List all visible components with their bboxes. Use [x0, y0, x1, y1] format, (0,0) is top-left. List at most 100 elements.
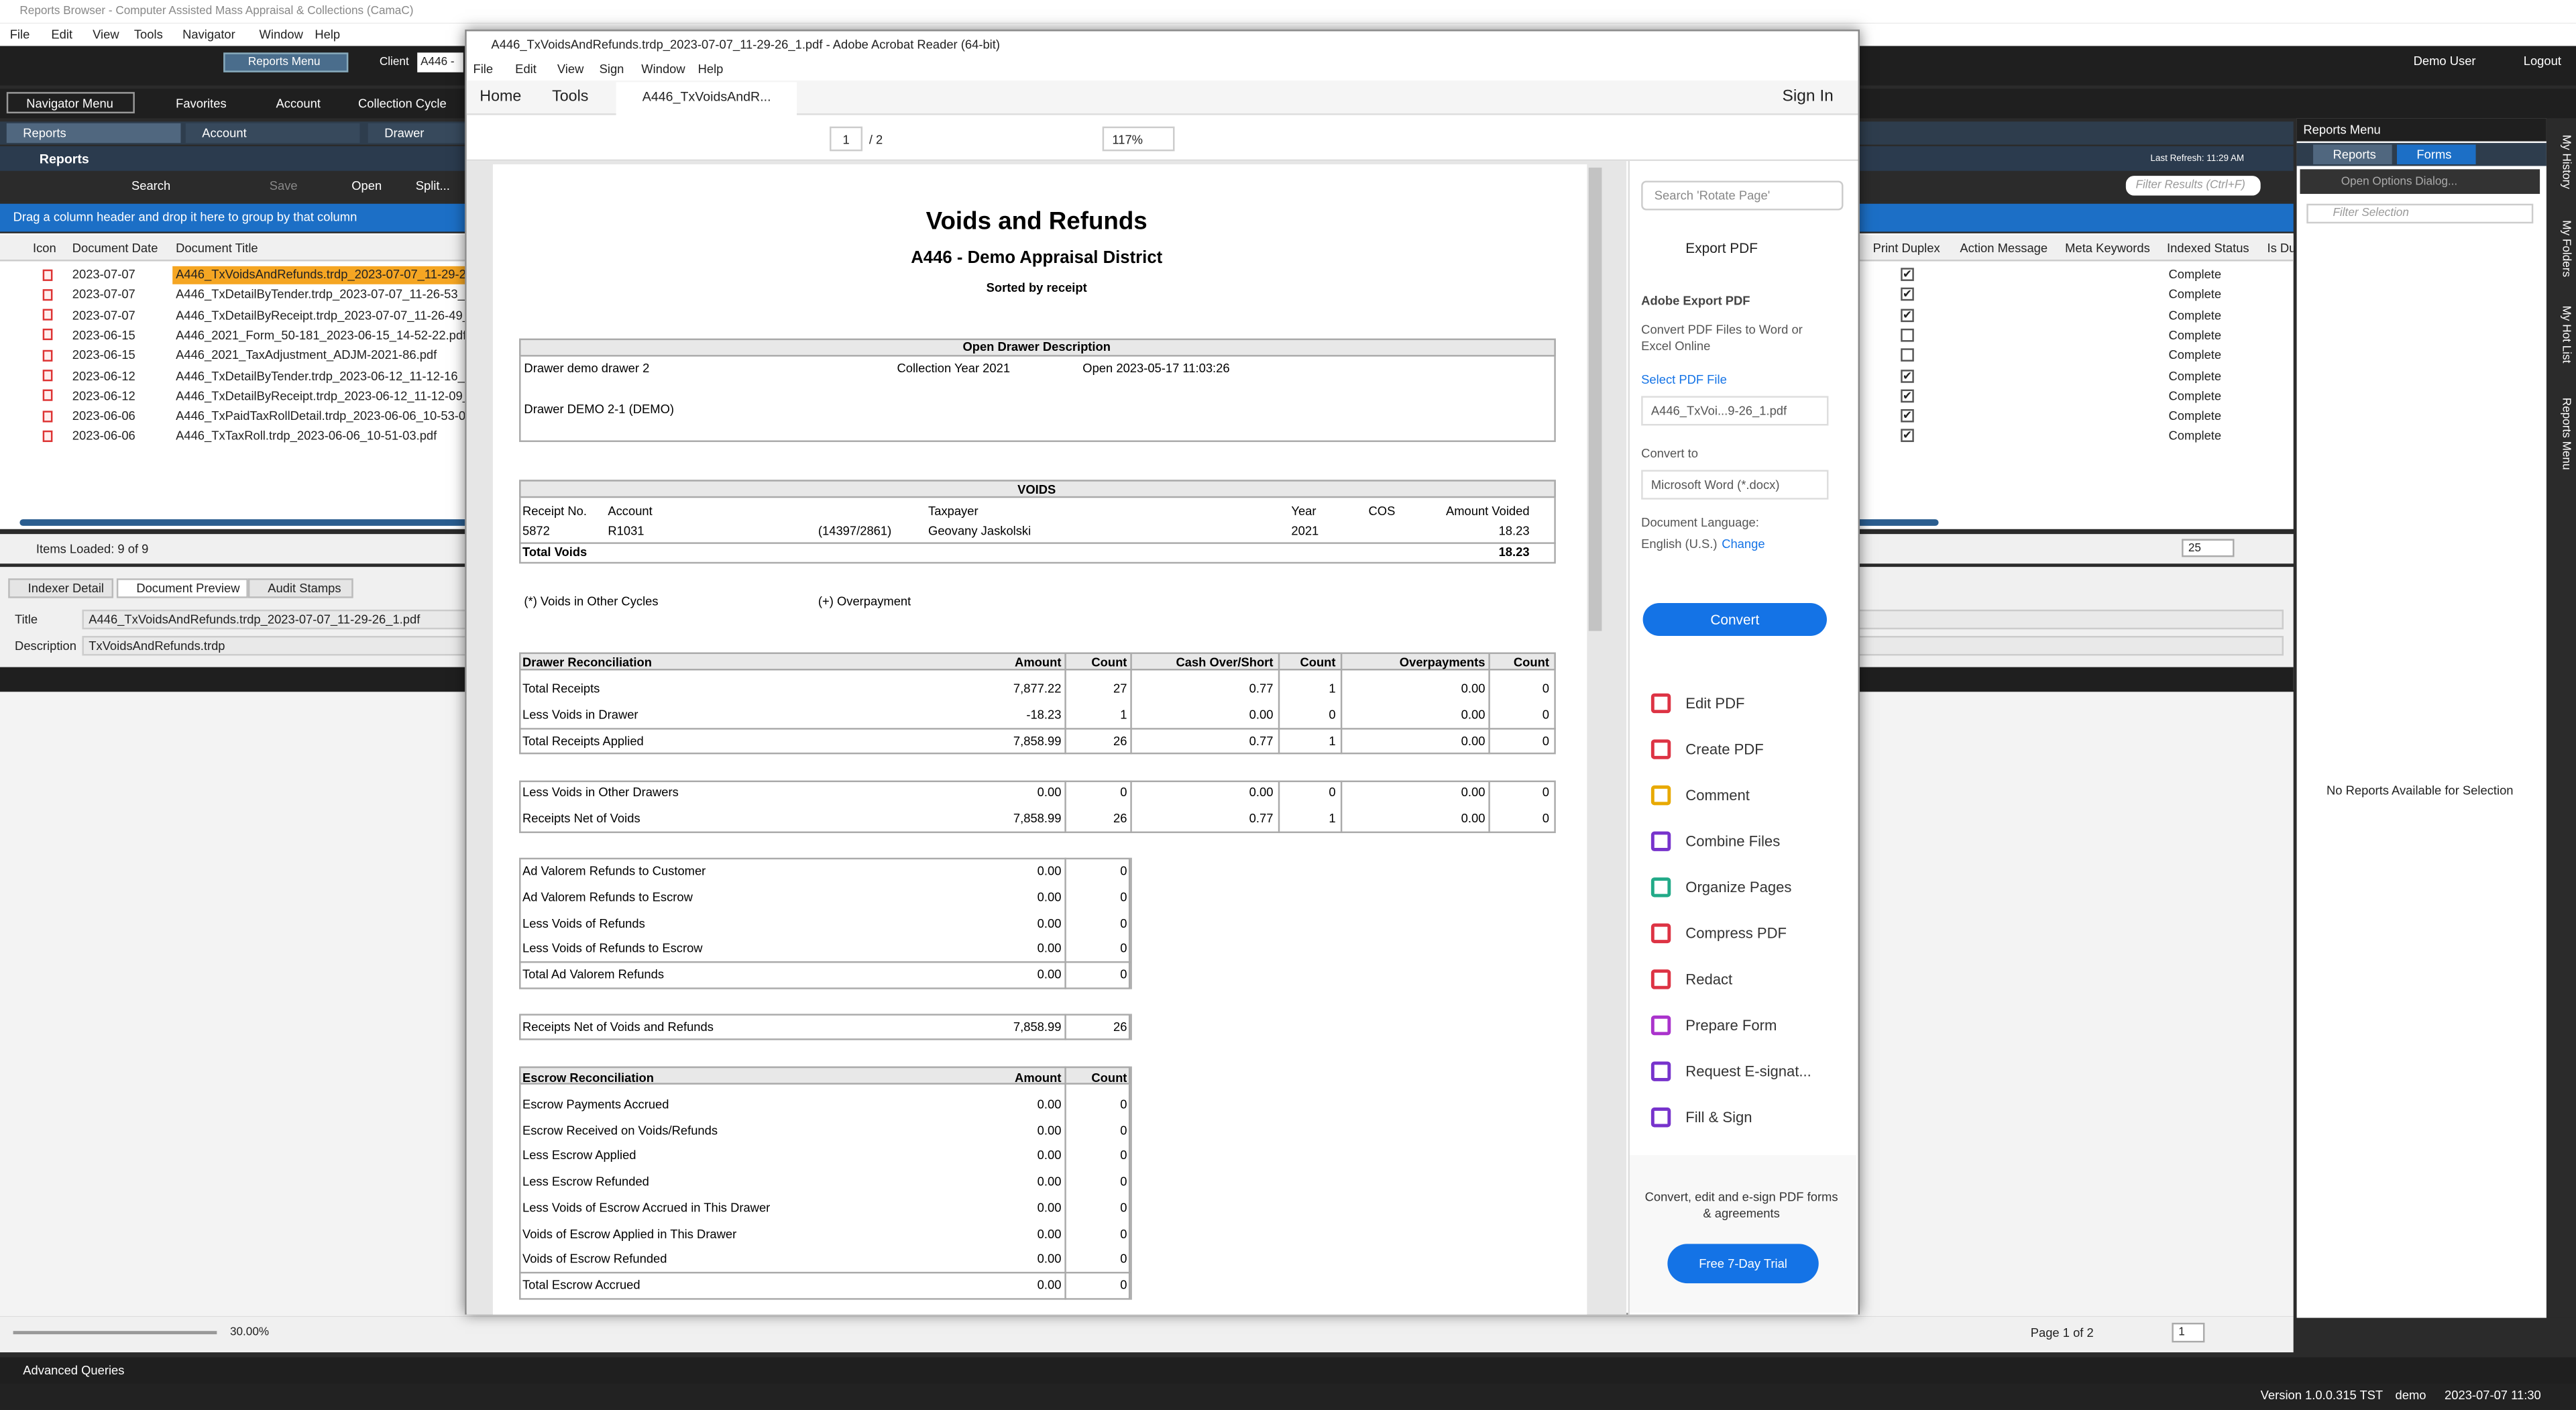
action-button[interactable]: Search — [131, 178, 171, 193]
action-button[interactable]: Open — [351, 178, 382, 193]
menu-item[interactable]: View — [93, 27, 119, 42]
detail-tab[interactable] — [247, 578, 353, 598]
tool-item[interactable]: Redact — [1685, 971, 1733, 988]
indexed-status: Complete — [2168, 347, 2222, 363]
document-title[interactable]: A446_TxDetailByReceipt.trdp_2023-07-07_1… — [176, 307, 465, 323]
options-bar[interactable] — [2300, 169, 2540, 195]
row-value: Overpayments — [1399, 655, 1486, 670]
page-size-input[interactable] — [2182, 539, 2235, 557]
print-duplex-checkbox[interactable]: ✔ — [1901, 308, 1914, 322]
side-tab-label: Reports — [2333, 147, 2376, 162]
cell-border — [1130, 1014, 1132, 1040]
acrobat-menu-item[interactable]: Help — [697, 61, 724, 76]
print-duplex-checkbox[interactable] — [1901, 328, 1914, 342]
print-duplex-checkbox[interactable] — [1901, 348, 1914, 362]
tool-item[interactable]: Comment — [1685, 787, 1750, 804]
acrobat-menu-item[interactable]: Sign — [599, 61, 624, 76]
tool-item[interactable]: Create PDF — [1685, 741, 1764, 758]
document-title[interactable]: A446_TxDetailByReceipt.trdp_2023-06-12_1… — [176, 388, 465, 403]
tool-item[interactable]: Compress PDF — [1685, 925, 1787, 942]
action-button[interactable]: Split... — [415, 178, 450, 193]
acrobat-menu-item[interactable]: Edit — [515, 61, 537, 76]
select-file[interactable]: Select PDF File — [1641, 372, 1727, 387]
reports-menu-button[interactable] — [223, 52, 349, 72]
trial-button[interactable] — [1667, 1244, 1819, 1284]
tool-item[interactable]: Prepare Form — [1685, 1017, 1777, 1034]
tool-item[interactable]: Combine Files — [1685, 832, 1781, 850]
filter-input[interactable] — [2125, 176, 2261, 196]
nav-item[interactable]: Account — [276, 96, 321, 111]
navigator-menu[interactable] — [6, 92, 135, 114]
acrobat-menu-item[interactable]: Window — [641, 61, 685, 76]
page-box[interactable] — [830, 126, 863, 152]
menu-item[interactable]: Help — [315, 27, 341, 42]
row-line — [519, 1272, 1131, 1274]
print-duplex-checkbox[interactable]: ✔ — [1901, 288, 1914, 302]
detail-tab-label: Document Preview — [136, 580, 240, 596]
total-line — [519, 542, 1556, 544]
detail-tab[interactable] — [116, 578, 248, 598]
tab[interactable] — [185, 123, 360, 144]
page-input[interactable] — [2172, 1322, 2205, 1343]
convert-button[interactable] — [1642, 603, 1827, 637]
sign-in[interactable]: Sign In — [1782, 88, 1834, 107]
menu-item[interactable]: Tools — [133, 27, 163, 42]
side-filter[interactable] — [2306, 203, 2534, 224]
row-value: 0.00 — [1037, 1097, 1062, 1112]
nav-item[interactable]: Navigator Menu — [26, 96, 113, 111]
advanced-queries[interactable]: Advanced Queries — [23, 1362, 125, 1378]
row-value: 0.00 — [1037, 941, 1062, 957]
document-title[interactable]: A446_2021_TaxAdjustment_ADJM-2021-86.pdf — [176, 347, 437, 363]
print-duplex-checkbox[interactable]: ✔ — [1901, 389, 1914, 402]
row-value: 0 — [1120, 889, 1127, 905]
document-title[interactable]: A446_TxDetailByTender.trdp_2023-07-07_11… — [176, 287, 465, 303]
tool-item[interactable]: Edit PDF — [1685, 695, 1745, 712]
side-vertical-tab[interactable]: My Hot List — [2559, 305, 2571, 364]
document-title[interactable]: A446_TxDetailByTender.trdp_2023-06-12_11… — [176, 368, 465, 383]
nav-item[interactable]: Collection Cycle — [358, 96, 447, 111]
detail-tab[interactable] — [8, 578, 114, 598]
side-tabs-strip — [2548, 118, 2576, 1318]
indexed-status: Complete — [2168, 307, 2222, 323]
menu-item[interactable]: File — [9, 27, 30, 42]
print-duplex-checkbox[interactable]: ✔ — [1901, 409, 1914, 423]
export-pdf-header[interactable]: Export PDF — [1685, 239, 1758, 257]
action-button[interactable]: Save — [269, 178, 298, 193]
menu-item[interactable]: Window — [259, 27, 303, 42]
note: (*) Voids in Other Cycles — [524, 594, 659, 609]
column-header: Action Message — [1960, 240, 2048, 256]
document-title[interactable]: A446_TxTaxRoll.trdp_2023-06-06_10-51-03.… — [176, 429, 437, 444]
print-duplex-checkbox[interactable]: ✔ — [1901, 429, 1914, 443]
tool-item[interactable]: Request E-signat... — [1685, 1063, 1811, 1080]
ad-valorem-box — [519, 857, 1131, 989]
document-title[interactable]: A446_TxPaidTaxRollDetail.trdp_2023-06-06… — [176, 408, 465, 424]
document-title[interactable]: A446_2021_Form_50-181_2023-06-15_14-52-2… — [176, 327, 465, 343]
side-vertical-tab[interactable]: Reports Menu — [2559, 398, 2571, 470]
document-title[interactable]: A446_TxVoidsAndRefunds.trdp_2023-07-07_1… — [176, 267, 465, 282]
zoom-box[interactable] — [1102, 126, 1175, 152]
tool-item[interactable]: Fill & Sign — [1685, 1109, 1752, 1126]
change-language[interactable]: Change — [1722, 536, 1765, 551]
tools-search[interactable] — [1641, 180, 1844, 211]
side-vertical-tab[interactable]: My History — [2559, 134, 2571, 189]
row-value: 0.77 — [1249, 681, 1274, 696]
tool-item[interactable]: Organize Pages — [1685, 879, 1792, 896]
acrobat-menu-item[interactable]: View — [557, 61, 584, 76]
acrobat-menu-item[interactable]: File — [473, 61, 494, 76]
format-select[interactable] — [1641, 470, 1829, 500]
row-value: 1 — [1120, 707, 1127, 722]
acrobat-tab[interactable]: Tools — [552, 88, 589, 107]
menu-item[interactable]: Edit — [51, 27, 73, 42]
nav-item[interactable]: Favorites — [176, 96, 227, 111]
acrobat-doc-tab[interactable] — [616, 82, 797, 115]
print-duplex-checkbox[interactable]: ✔ — [1901, 368, 1914, 382]
acrobat-tab[interactable]: Home — [480, 88, 522, 107]
side-tab[interactable] — [2313, 144, 2392, 164]
row-value: 26 — [1113, 810, 1127, 826]
tab[interactable] — [6, 123, 181, 144]
side-vertical-tab[interactable]: My Folders — [2559, 220, 2571, 278]
print-duplex-checkbox[interactable]: ✔ — [1901, 268, 1914, 281]
menu-item[interactable]: Navigator — [182, 27, 235, 42]
logout[interactable]: Logout — [2523, 53, 2561, 68]
side-tab[interactable] — [2396, 144, 2476, 164]
